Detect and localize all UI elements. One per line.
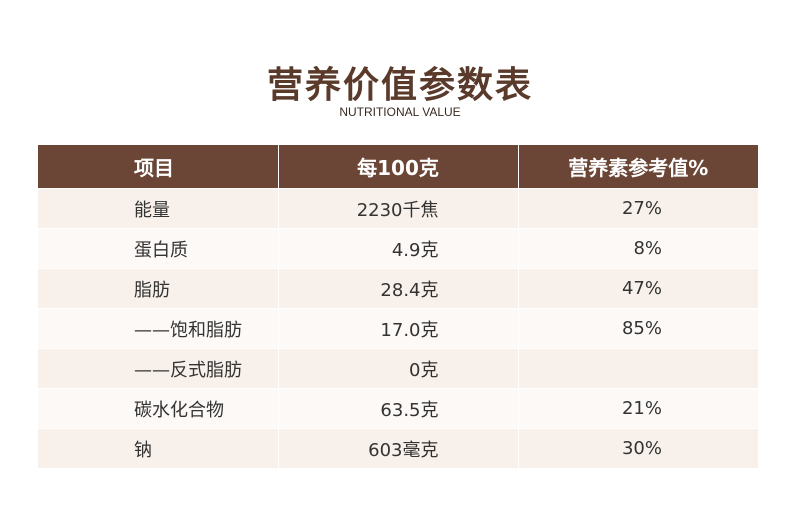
nutrition-table: 项目 每100克 营养素参考值% 能量 2230千焦 27% 蛋白质 4.9克 8% 脂肪 28.… [38, 145, 758, 469]
column-header: 项目 [38, 145, 278, 189]
table-row: 能量 2230千焦 27% [38, 188, 758, 229]
table-row: 钠 603毫克 30% [38, 428, 758, 469]
table-cell: 0克 [277, 348, 518, 389]
table-cell: 603毫克 [277, 428, 518, 469]
table-row: ——饱和脂肪 17.0克 85% [38, 308, 758, 349]
table-cell: 蛋白质 [38, 228, 278, 269]
table-cell: 碳水化合物 [38, 388, 278, 429]
table-cell: 脂肪 [38, 268, 278, 309]
table-cell: 47% [517, 268, 758, 309]
table-cell: 27% [517, 188, 758, 229]
table-cell: ——饱和脂肪 [38, 308, 278, 349]
table-cell: 85% [517, 308, 758, 349]
table-cell: 4.9克 [277, 228, 518, 269]
table-cell: 17.0克 [277, 308, 518, 349]
table-row: 脂肪 28.4克 47% [38, 268, 758, 309]
table-cell: 28.4克 [277, 268, 518, 309]
column-header: 每100克 [277, 145, 518, 189]
table-cell: ——反式脂肪 [38, 348, 278, 389]
title: 营养价值参数表 [266, 65, 533, 106]
subtitle: NUTRITIONAL VALUE [339, 105, 461, 119]
table-cell: 钠 [38, 428, 278, 469]
table-cell: 能量 [38, 188, 278, 229]
column-header: 营养素参考值% [517, 145, 758, 189]
table-cell: 30% [517, 428, 758, 469]
table-cell: 8% [517, 228, 758, 269]
table-row: ——反式脂肪 0克 [38, 348, 758, 389]
table-row: 蛋白质 4.9克 8% [38, 228, 758, 269]
table-cell [517, 348, 758, 389]
table-row: 碳水化合物 63.5克 21% [38, 388, 758, 429]
header-row: 项目 每100克 营养素参考值% [38, 145, 758, 189]
table-cell: 63.5克 [277, 388, 518, 429]
table-cell: 21% [517, 388, 758, 429]
table-cell: 2230千焦 [277, 188, 518, 229]
